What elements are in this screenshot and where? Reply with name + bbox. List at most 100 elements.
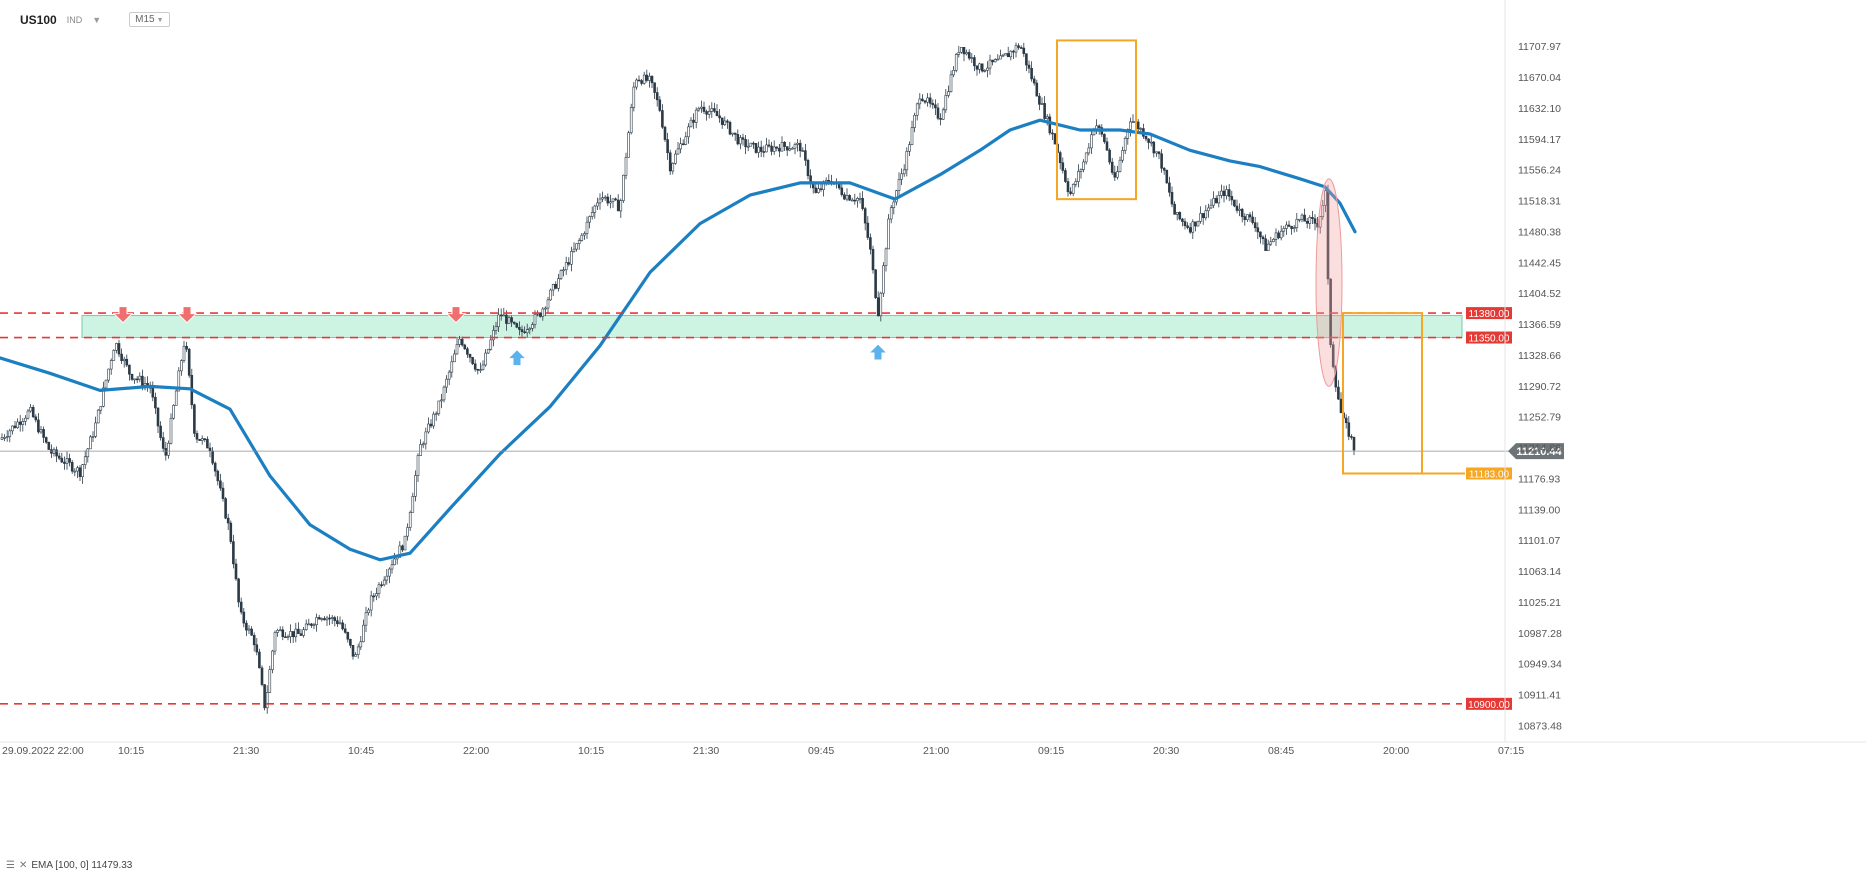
- candle: [679, 143, 682, 150]
- candle: [1035, 82, 1039, 97]
- y-tick-label: 11025.21: [1518, 597, 1561, 609]
- candle: [746, 145, 750, 148]
- candle: [1238, 208, 1241, 211]
- candle: [291, 631, 295, 638]
- candle: [538, 312, 542, 317]
- candle: [1337, 386, 1340, 400]
- candle: [414, 475, 417, 497]
- menu-icon[interactable]: ☰: [6, 860, 15, 871]
- candle: [1064, 170, 1067, 182]
- candle: [653, 82, 656, 93]
- candle: [401, 545, 404, 551]
- candle: [356, 646, 360, 655]
- symbol-name[interactable]: US100: [20, 12, 57, 27]
- y-tick-label: 11290.72: [1518, 381, 1561, 393]
- candle: [562, 269, 565, 272]
- chevron-down-icon[interactable]: ▼: [92, 14, 102, 25]
- arrow-down-icon: [176, 306, 198, 324]
- y-tick-label: 11594.17: [1518, 134, 1561, 146]
- candle: [29, 406, 32, 412]
- candle: [86, 448, 90, 458]
- chevron-down-icon: ▼: [156, 17, 164, 24]
- candle: [68, 458, 71, 463]
- candle: [96, 409, 100, 424]
- candle: [159, 425, 162, 438]
- annotations-layer: [112, 39, 1423, 475]
- candle: [577, 240, 581, 244]
- candle: [1110, 161, 1114, 173]
- x-tick-label: 08:45: [1268, 745, 1294, 757]
- candle: [367, 609, 370, 614]
- candle: [39, 429, 43, 433]
- candle: [434, 413, 438, 415]
- current-price-label: 11210.44: [1516, 446, 1562, 458]
- candle: [996, 58, 1000, 61]
- candle: [1074, 181, 1078, 185]
- candle: [1017, 45, 1020, 48]
- candle: [8, 430, 12, 437]
- candle: [1331, 344, 1335, 368]
- candle: [198, 438, 201, 441]
- candle: [528, 328, 532, 331]
- y-tick-label: 11063.14: [1518, 566, 1561, 578]
- candle: [1191, 221, 1195, 233]
- candle: [697, 108, 701, 111]
- candle: [759, 146, 763, 152]
- candle: [1230, 196, 1234, 201]
- candle: [273, 632, 277, 652]
- candle: [1204, 210, 1208, 219]
- candle: [954, 54, 958, 71]
- candle: [806, 160, 810, 177]
- candle: [980, 63, 984, 72]
- candle: [681, 143, 685, 146]
- candle: [505, 314, 508, 324]
- candle: [557, 278, 560, 289]
- candle: [1303, 214, 1306, 222]
- x-tick-label: 10:45: [348, 745, 374, 757]
- candle: [294, 628, 298, 638]
- candle: [276, 630, 279, 633]
- candle: [1079, 169, 1083, 172]
- candle: [1061, 162, 1065, 171]
- candle: [689, 119, 693, 128]
- candle: [252, 634, 256, 646]
- timeframe-selector[interactable]: M15 ▼: [129, 12, 170, 27]
- candle: [336, 620, 339, 625]
- candle: [900, 173, 903, 180]
- candle: [325, 617, 329, 621]
- candle: [1058, 152, 1062, 164]
- candle: [523, 331, 526, 334]
- candle: [239, 601, 243, 613]
- candle: [858, 197, 862, 200]
- candle: [642, 74, 646, 84]
- candle: [177, 370, 181, 392]
- candle: [941, 109, 945, 120]
- x-tick-label: 29.09.2022 22:00: [2, 745, 84, 757]
- y-tick-label: 11480.38: [1518, 226, 1561, 238]
- close-icon[interactable]: ✕: [18, 860, 28, 871]
- candle: [960, 46, 963, 53]
- candle: [206, 438, 209, 449]
- candle: [57, 455, 61, 459]
- candle: [1152, 141, 1156, 154]
- candle: [437, 400, 441, 414]
- candle: [1298, 218, 1301, 221]
- candle: [338, 622, 342, 625]
- candle: [965, 52, 968, 55]
- candle: [663, 126, 667, 140]
- candle: [450, 361, 454, 373]
- candle: [1043, 103, 1046, 119]
- candle: [1051, 132, 1054, 135]
- candle: [172, 405, 175, 419]
- candle: [390, 564, 394, 570]
- candle: [377, 584, 381, 594]
- candle: [304, 623, 308, 631]
- candle: [1201, 213, 1205, 219]
- candle: [869, 237, 872, 250]
- y-tick-label: 11252.79: [1518, 412, 1561, 424]
- candle: [588, 216, 591, 223]
- candle: [635, 79, 638, 88]
- candle: [258, 651, 261, 669]
